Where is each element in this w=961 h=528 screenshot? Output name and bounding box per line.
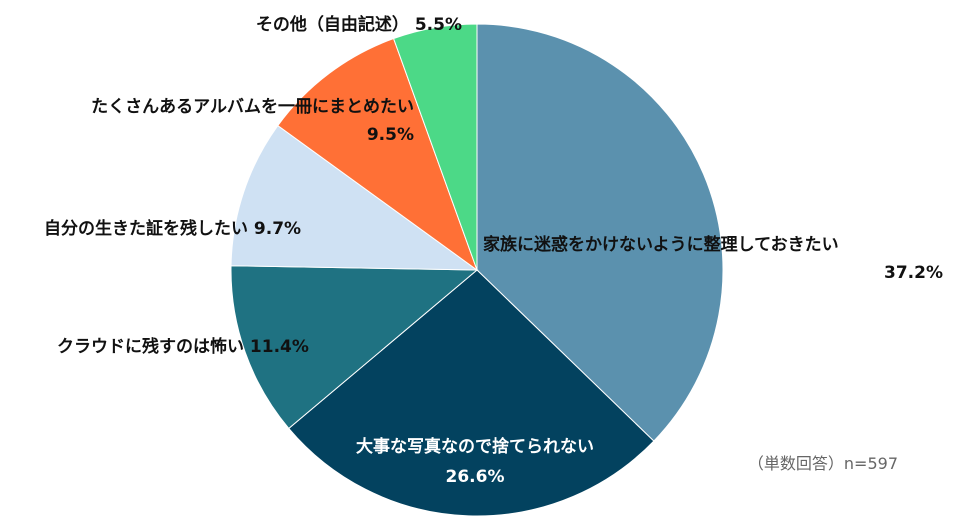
slice-cloud	[230, 265, 479, 430]
slice-value-albums: 9.5%	[367, 125, 414, 145]
slice-label-photos: 大事な写真なので捨てられない	[356, 436, 594, 457]
slice-label-cloud: クラウドに残すのは怖い 11.4%	[57, 336, 309, 357]
response-note: （単数回答）n=597	[748, 454, 898, 473]
slice-label-proof-of-life: 自分の生きた証を残したい 9.7%	[44, 218, 301, 239]
slice-value-family: 37.2%	[884, 263, 943, 283]
slice-label-albums: たくさんあるアルバムを一冊にまとめたい	[91, 97, 414, 117]
pie-slices	[230, 23, 724, 517]
slice-label-other: その他（自由記述） 5.5%	[256, 14, 462, 35]
slice-photos	[288, 269, 655, 517]
slice-value-photos: 26.6%	[446, 467, 505, 487]
slice-family	[476, 23, 724, 442]
slice-other	[392, 23, 478, 271]
slice-proof-of-life	[230, 124, 479, 271]
slice-label-family: 家族に迷惑をかけないように整理しておきたい	[483, 234, 839, 255]
slice-albums	[277, 37, 479, 272]
